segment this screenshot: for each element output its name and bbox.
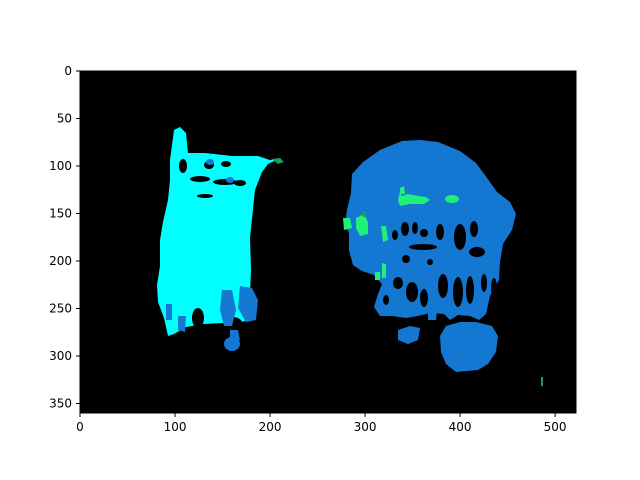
x-tick-label: 400 — [449, 420, 472, 434]
segment-blue-body — [345, 140, 516, 320]
y-tick-label: 200 — [49, 254, 72, 268]
segment-darkgreen-specks — [272, 158, 543, 386]
y-tick-label: 250 — [49, 302, 72, 316]
x-tick-label: 200 — [259, 420, 282, 434]
segment-holes-right — [383, 221, 497, 307]
y-tick-label: 300 — [49, 349, 72, 363]
x-axis: 0 100 200 300 400 500 — [76, 413, 567, 434]
y-tick-label: 50 — [57, 112, 72, 126]
segmentation-image — [157, 127, 543, 386]
x-tick-label: 300 — [354, 420, 377, 434]
segment-blue-left — [166, 159, 258, 351]
segment-blue-lumps — [398, 302, 498, 372]
y-tick-label: 100 — [49, 159, 72, 173]
x-tick-label: 100 — [164, 420, 187, 434]
segment-green-patches — [343, 186, 459, 280]
y-tick-label: 150 — [49, 207, 72, 221]
plot-frame — [79, 70, 577, 414]
y-axis: 0 50 100 150 200 250 300 350 — [49, 64, 80, 411]
segment-cyan-body — [157, 127, 281, 336]
y-tick-label: 0 — [64, 64, 72, 78]
x-tick-label: 500 — [544, 420, 567, 434]
x-tick-label: 0 — [76, 420, 84, 434]
y-tick-label: 350 — [49, 397, 72, 411]
